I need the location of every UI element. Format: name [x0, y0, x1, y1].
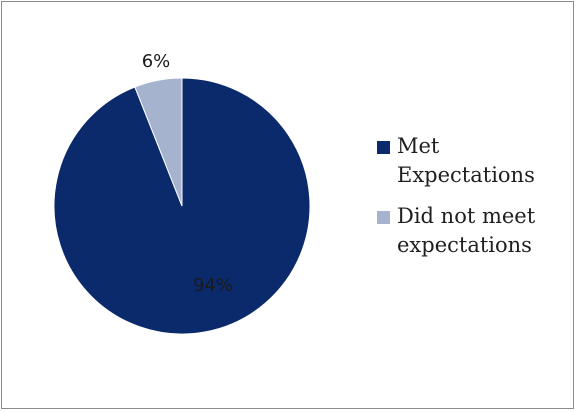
- legend-swatch-did-not-meet: [377, 211, 390, 224]
- legend-label-line: Met: [397, 134, 440, 158]
- legend-item-did-not-meet: Did not meet expectations: [377, 202, 535, 260]
- pie-slice-1: [134, 77, 183, 207]
- legend: Met Expectations Did not meet expectatio…: [377, 132, 535, 272]
- legend-swatch-met-expectations: [377, 141, 390, 154]
- data-label-1: 6%: [142, 51, 171, 72]
- pie-slices: [53, 77, 311, 335]
- legend-item-met-expectations: Met Expectations: [377, 132, 535, 190]
- legend-label-line: expectations: [397, 233, 532, 257]
- legend-label-line: Did not meet: [397, 204, 536, 228]
- legend-label: Met Expectations: [397, 132, 535, 190]
- data-label-0: 94%: [193, 275, 233, 296]
- legend-label: Did not meet expectations: [397, 202, 535, 260]
- data-labels: 94% 6%: [142, 51, 233, 296]
- legend-label-line: Expectations: [397, 163, 535, 187]
